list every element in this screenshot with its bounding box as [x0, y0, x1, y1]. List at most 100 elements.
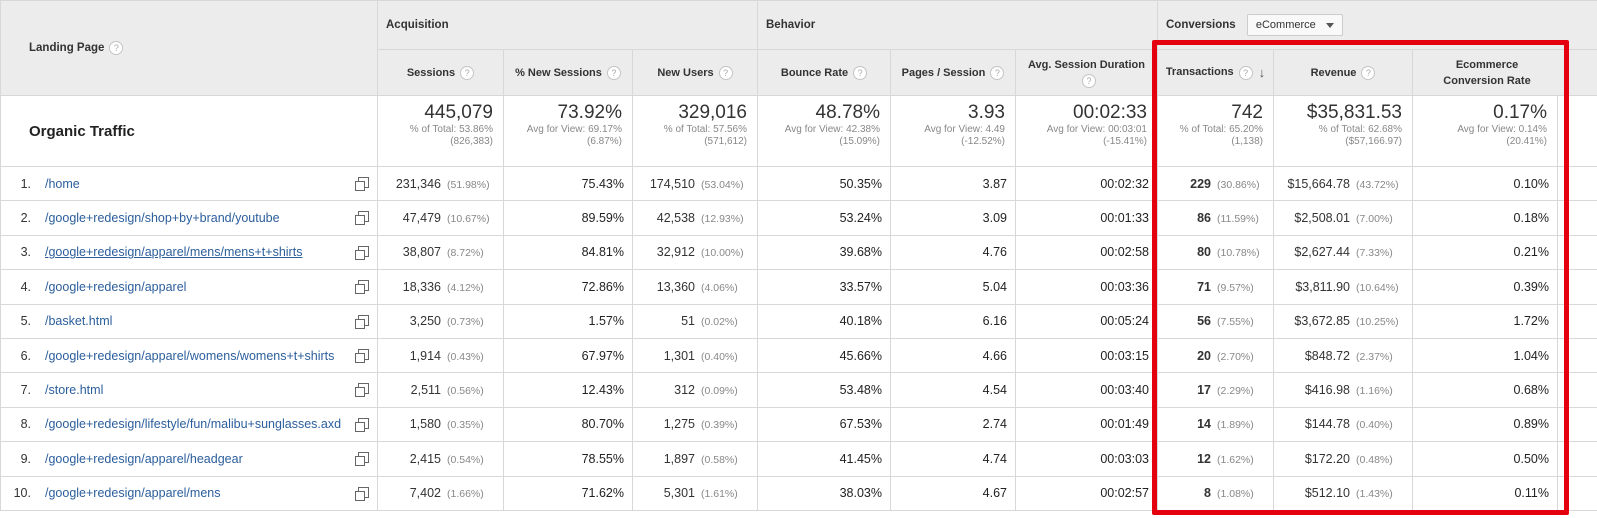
landing-page-link[interactable]: /google+redesign/apparel/mens — [45, 486, 221, 501]
bounce-rate-cell: 45.66% — [757, 337, 891, 374]
help-icon[interactable]: ? — [606, 65, 621, 80]
new-users-cell: 5,301 (1.61%) — [632, 475, 758, 511]
row-spacer — [1556, 337, 1597, 374]
conv-rate-cell: 0.21% — [1412, 234, 1558, 271]
table-row[interactable]: 9. /google+redesign/apparel/headgear 2,415… — [0, 441, 1597, 477]
sessions-cell: 3,250 (0.73%) — [377, 303, 504, 339]
new-sessions-cell: 71.62% — [503, 475, 633, 511]
landing-page-header[interactable]: Landing Page? — [0, 0, 378, 96]
row-spacer — [1556, 200, 1597, 236]
landing-page-link[interactable]: /store.html — [45, 383, 104, 398]
conv-rate-cell: 0.39% — [1412, 269, 1558, 305]
table-row[interactable]: 5. /basket.html 3,250 (0.73%) 1.57% 51 (0.02%)… — [0, 303, 1597, 339]
open-link-icon[interactable] — [355, 245, 369, 260]
help-icon[interactable]: ? — [109, 41, 124, 55]
landing-page-link[interactable]: /google+redesign/apparel/womens/womens+t… — [45, 348, 335, 363]
pages-session-cell: 5.04 — [890, 269, 1016, 305]
open-link-icon[interactable] — [355, 486, 369, 501]
new-sessions-cell: 84.81% — [503, 234, 633, 271]
conversion-type-dropdown[interactable]: eCommerce — [1246, 14, 1343, 36]
new-users-cell: 32,912 (10.00%) — [632, 234, 758, 271]
open-link-icon[interactable] — [355, 314, 369, 329]
bounce-rate-cell: 53.24% — [757, 200, 891, 236]
landing-page-link[interactable]: /basket.html — [45, 314, 113, 329]
column-header-transactions[interactable]: Transactions? ↓ — [1157, 49, 1274, 96]
help-icon[interactable]: ? — [1082, 73, 1096, 88]
column-header-bounce-rate[interactable]: Bounce Rate? — [757, 49, 891, 96]
revenue-cell: $2,508.01 (7.00%) — [1273, 200, 1413, 236]
table-row[interactable]: 2. /google+redesign/shop+by+brand/youtube… — [0, 200, 1597, 236]
row-spacer — [1556, 165, 1597, 202]
landing-page-cell: 1. /home — [0, 165, 378, 202]
help-icon[interactable]: ? — [853, 65, 868, 80]
row-spacer — [1556, 269, 1597, 305]
open-link-icon[interactable] — [355, 348, 369, 363]
row-number: 7. — [20, 383, 31, 398]
new-sessions-cell: 1.57% — [503, 303, 633, 339]
row-number: 3. — [20, 245, 31, 260]
landing-page-link[interactable]: /home — [45, 176, 80, 191]
table-row[interactable]: 3. /google+redesign/apparel/mens/mens+t+s… — [0, 234, 1597, 271]
row-number: 8. — [20, 417, 31, 432]
total-pages-session: 3.93 Avg for View: 4.49 (-12.52%) — [890, 95, 1016, 167]
column-header-avg-duration[interactable]: Avg. Session Duration? — [1015, 49, 1158, 96]
transactions-cell: 20 (2.70%) — [1157, 337, 1274, 374]
landing-page-link[interactable]: /google+redesign/apparel — [45, 279, 187, 294]
landing-page-cell: 6. /google+redesign/apparel/womens/womens… — [0, 337, 378, 374]
landing-page-link[interactable]: /google+redesign/lifestyle/fun/malibu+su… — [45, 417, 342, 432]
sessions-cell: 2,511 (0.56%) — [377, 372, 504, 408]
column-header-pages-session[interactable]: Pages / Session? — [890, 49, 1016, 96]
open-link-icon[interactable] — [355, 280, 369, 295]
column-header-new-users[interactable]: New Users? — [632, 49, 758, 96]
landing-page-link[interactable]: /google+redesign/apparel/mens/mens+t+shi… — [45, 245, 303, 260]
table-row[interactable]: 1. /home 231,346 (51.98%) 75.43% 174,510 (53.0… — [0, 165, 1597, 202]
transactions-cell: 71 (9.57%) — [1157, 269, 1274, 305]
open-link-icon[interactable] — [355, 177, 369, 191]
table-row[interactable]: 8. /google+redesign/lifestyle/fun/malibu+… — [0, 406, 1597, 443]
help-icon[interactable]: ? — [460, 65, 475, 80]
sessions-cell: 38,807 (8.72%) — [377, 234, 504, 271]
open-link-icon[interactable] — [355, 211, 369, 226]
help-icon[interactable]: ? — [718, 65, 733, 80]
open-link-icon[interactable] — [355, 452, 369, 467]
pages-session-cell: 4.76 — [890, 234, 1016, 271]
help-icon[interactable]: ? — [1238, 65, 1253, 80]
table-row[interactable]: 10. /google+redesign/apparel/mens 7,402 (1.… — [0, 475, 1597, 511]
behavior-group-header: Behavior — [757, 0, 1158, 50]
transactions-cell: 56 (7.55%) — [1157, 303, 1274, 339]
avg-duration-cell: 00:05:24 — [1015, 303, 1158, 339]
transactions-cell: 8 (1.08%) — [1157, 475, 1274, 511]
help-icon[interactable]: ? — [1361, 65, 1376, 80]
column-header-new-sessions[interactable]: % New Sessions? — [503, 49, 633, 96]
new-sessions-cell: 75.43% — [503, 165, 633, 202]
table-row[interactable]: 4./google+redesign/apparel 18,336 (4.12%) 7… — [0, 269, 1597, 305]
conv-rate-cell: 0.11% — [1412, 475, 1558, 511]
open-link-icon[interactable] — [355, 417, 369, 432]
revenue-cell: $3,811.90 (10.64%) — [1273, 269, 1413, 305]
transactions-cell: 80 (10.78%) — [1157, 234, 1274, 271]
landing-page-link[interactable]: /google+redesign/shop+by+brand/youtube — [45, 211, 280, 226]
bounce-rate-cell: 33.57% — [757, 269, 891, 305]
column-header-sessions[interactable]: Sessions? — [377, 49, 504, 96]
row-number: 2. — [20, 211, 31, 226]
pages-session-cell: 3.09 — [890, 200, 1016, 236]
total-new-sessions: 73.92% Avg for View: 69.17% (6.87%) — [503, 95, 633, 167]
new-sessions-cell: 89.59% — [503, 200, 633, 236]
landing-page-link[interactable]: /google+redesign/apparel/headgear — [45, 451, 243, 466]
table-row[interactable]: 7. /store.html 2,511 (0.56%) 12.43% 312 (0.09%… — [0, 372, 1597, 408]
column-header-revenue[interactable]: Revenue? — [1273, 49, 1413, 96]
sessions-cell: 2,415 (0.54%) — [377, 441, 504, 477]
total-new-users: 329,016% of Total: 57.56% (571,612) — [632, 95, 758, 167]
help-icon[interactable]: ? — [990, 65, 1005, 80]
row-number: 6. — [20, 348, 31, 363]
table-row[interactable]: 6. /google+redesign/apparel/womens/womens… — [0, 337, 1597, 374]
sessions-cell: 47,479 (10.67%) — [377, 200, 504, 236]
new-users-cell: 1,301 (0.40%) — [632, 337, 758, 374]
sort-descending-icon[interactable]: ↓ — [1258, 64, 1266, 80]
transactions-cell: 229 (30.86%) — [1157, 165, 1274, 202]
avg-duration-cell: 00:03:36 — [1015, 269, 1158, 305]
open-link-icon[interactable] — [355, 383, 369, 398]
column-header-conv-rate[interactable]: Ecommerce Conversion Rate — [1411, 49, 1597, 96]
transactions-cell: 14 (1.89%) — [1157, 406, 1274, 443]
